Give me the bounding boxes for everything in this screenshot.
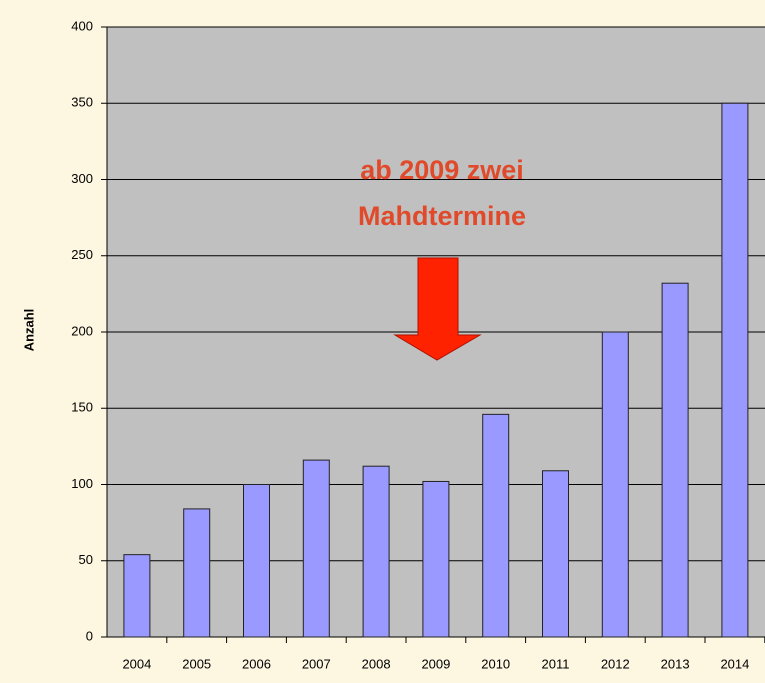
- bar: [601, 331, 629, 638]
- y-tick-label: 0: [86, 628, 93, 643]
- x-tick-label: 2006: [242, 656, 271, 671]
- x-tick-label: 2010: [481, 656, 510, 671]
- y-tick-label: 200: [71, 323, 93, 338]
- x-tick-label: 2004: [122, 656, 151, 671]
- bar: [721, 102, 749, 638]
- x-tick-label: 2005: [182, 656, 211, 671]
- annotation: ab 2009 zwei: [360, 155, 524, 185]
- bar: [542, 470, 569, 638]
- x-tick-label: 2012: [601, 656, 630, 671]
- bar: [422, 480, 450, 638]
- y-tick-label: 250: [71, 247, 93, 262]
- y-axis-label: Anzahl: [21, 309, 36, 352]
- y-tick-label: 50: [79, 552, 93, 567]
- bar: [302, 459, 330, 638]
- x-tick-label: 2014: [720, 656, 749, 671]
- bar: [661, 282, 689, 638]
- y-tick-label: 150: [71, 400, 93, 415]
- y-tick-label: 100: [71, 476, 93, 491]
- x-tick-label: 2011: [542, 656, 570, 671]
- arrow: [393, 257, 482, 361]
- bar: [243, 484, 270, 638]
- y-tick-label: 350: [71, 95, 93, 110]
- bar: [183, 508, 211, 638]
- x-tick-label: 2013: [661, 656, 690, 671]
- y-tick-label: 400: [71, 18, 93, 33]
- bar: [482, 413, 510, 638]
- bar: [362, 465, 390, 638]
- annotation: Mahdtermine: [358, 201, 526, 231]
- x-tick-label: 2008: [362, 656, 391, 671]
- x-tick-label: 2009: [421, 656, 450, 671]
- bar: [123, 554, 151, 638]
- x-tick-label: 2007: [302, 656, 331, 671]
- y-tick-label: 300: [71, 171, 93, 186]
